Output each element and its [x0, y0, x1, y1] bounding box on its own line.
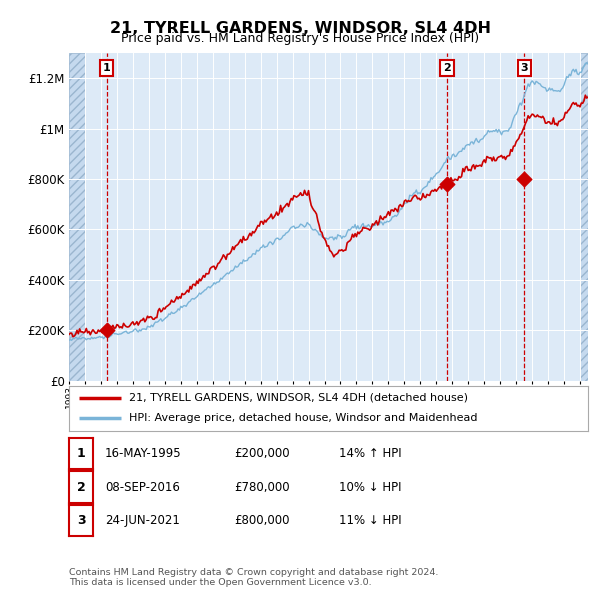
- Text: HPI: Average price, detached house, Windsor and Maidenhead: HPI: Average price, detached house, Wind…: [128, 414, 477, 423]
- Text: Contains HM Land Registry data © Crown copyright and database right 2024.
This d: Contains HM Land Registry data © Crown c…: [69, 568, 439, 587]
- Text: 21, TYRELL GARDENS, WINDSOR, SL4 4DH (detached house): 21, TYRELL GARDENS, WINDSOR, SL4 4DH (de…: [128, 392, 467, 402]
- Text: £780,000: £780,000: [234, 480, 290, 494]
- Text: 24-JUN-2021: 24-JUN-2021: [105, 514, 180, 527]
- Text: 10% ↓ HPI: 10% ↓ HPI: [339, 480, 401, 494]
- Bar: [580, 53, 588, 381]
- Text: 3: 3: [77, 514, 85, 527]
- Text: 16-MAY-1995: 16-MAY-1995: [105, 447, 182, 460]
- Text: 2: 2: [77, 480, 85, 494]
- Point: [520, 174, 529, 183]
- Text: £800,000: £800,000: [234, 514, 290, 527]
- Text: 3: 3: [520, 63, 528, 73]
- Text: 11% ↓ HPI: 11% ↓ HPI: [339, 514, 401, 527]
- Text: 14% ↑ HPI: 14% ↑ HPI: [339, 447, 401, 460]
- Point: [102, 326, 112, 335]
- Text: £200,000: £200,000: [234, 447, 290, 460]
- Point: [442, 179, 452, 189]
- Text: 08-SEP-2016: 08-SEP-2016: [105, 480, 180, 494]
- Text: 1: 1: [77, 447, 85, 460]
- Text: Price paid vs. HM Land Registry's House Price Index (HPI): Price paid vs. HM Land Registry's House …: [121, 32, 479, 45]
- Text: 1: 1: [103, 63, 111, 73]
- Bar: [69, 53, 85, 381]
- Text: 2: 2: [443, 63, 451, 73]
- Text: 21, TYRELL GARDENS, WINDSOR, SL4 4DH: 21, TYRELL GARDENS, WINDSOR, SL4 4DH: [110, 21, 491, 35]
